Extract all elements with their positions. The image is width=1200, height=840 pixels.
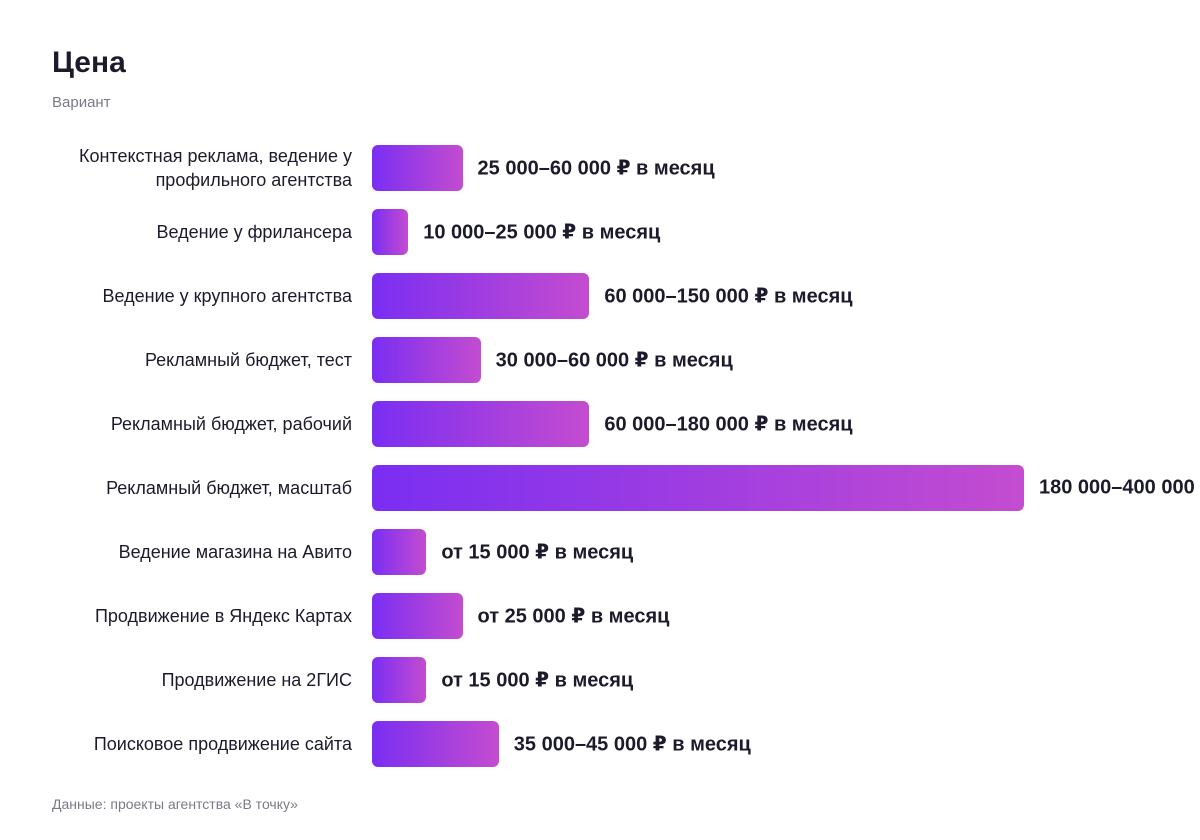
bar — [372, 593, 463, 639]
bar — [372, 465, 1024, 511]
chart-title: Цена — [52, 46, 126, 79]
category-label: Продвижение в Яндекс Картах — [94, 606, 352, 626]
bar — [372, 337, 481, 383]
category-label: Контекстная реклама, ведение у профильно… — [78, 146, 352, 190]
value-label: от 25 000 ₽ в месяц — [477, 605, 670, 628]
chart-subtitle: Вариант — [52, 94, 111, 111]
bar — [372, 657, 427, 703]
source-note: Данные: проекты агентства «В точку» — [52, 796, 298, 812]
value-label: 35 000–45 000 ₽ в месяц — [513, 733, 751, 756]
value-label: 30 000–60 000 ₽ в месяц — [495, 349, 733, 372]
category-label: Ведение магазина на Авито — [118, 542, 352, 562]
bar — [372, 401, 590, 447]
value-label: 10 000–25 000 ₽ в месяц — [423, 221, 661, 244]
category-label: Рекламный бюджет, тест — [144, 350, 352, 370]
category-label: Ведение у фрилансера — [156, 222, 352, 242]
value-label: 25 000–60 000 ₽ в месяц — [477, 157, 715, 180]
category-label: Поисковое продвижение сайта — [93, 734, 352, 754]
bar — [372, 145, 463, 191]
category-label: Ведение у крупного агентства — [102, 286, 353, 306]
bar — [372, 721, 499, 767]
bar — [372, 529, 427, 575]
value-label: от 15 000 ₽ в месяц — [441, 541, 634, 564]
value-label: 60 000–180 000 ₽ в месяц — [604, 413, 853, 436]
bar — [372, 273, 590, 319]
value-label: 60 000–150 000 ₽ в месяц — [604, 285, 853, 308]
category-label: Рекламный бюджет, масштаб — [106, 478, 352, 498]
value-label: 180 000–400 000 — [1039, 476, 1195, 499]
category-label: Рекламный бюджет, рабочий — [110, 414, 352, 434]
value-label: от 15 000 ₽ в месяц — [441, 669, 634, 692]
bar — [372, 209, 409, 255]
category-label: Продвижение на 2ГИС — [161, 670, 352, 690]
